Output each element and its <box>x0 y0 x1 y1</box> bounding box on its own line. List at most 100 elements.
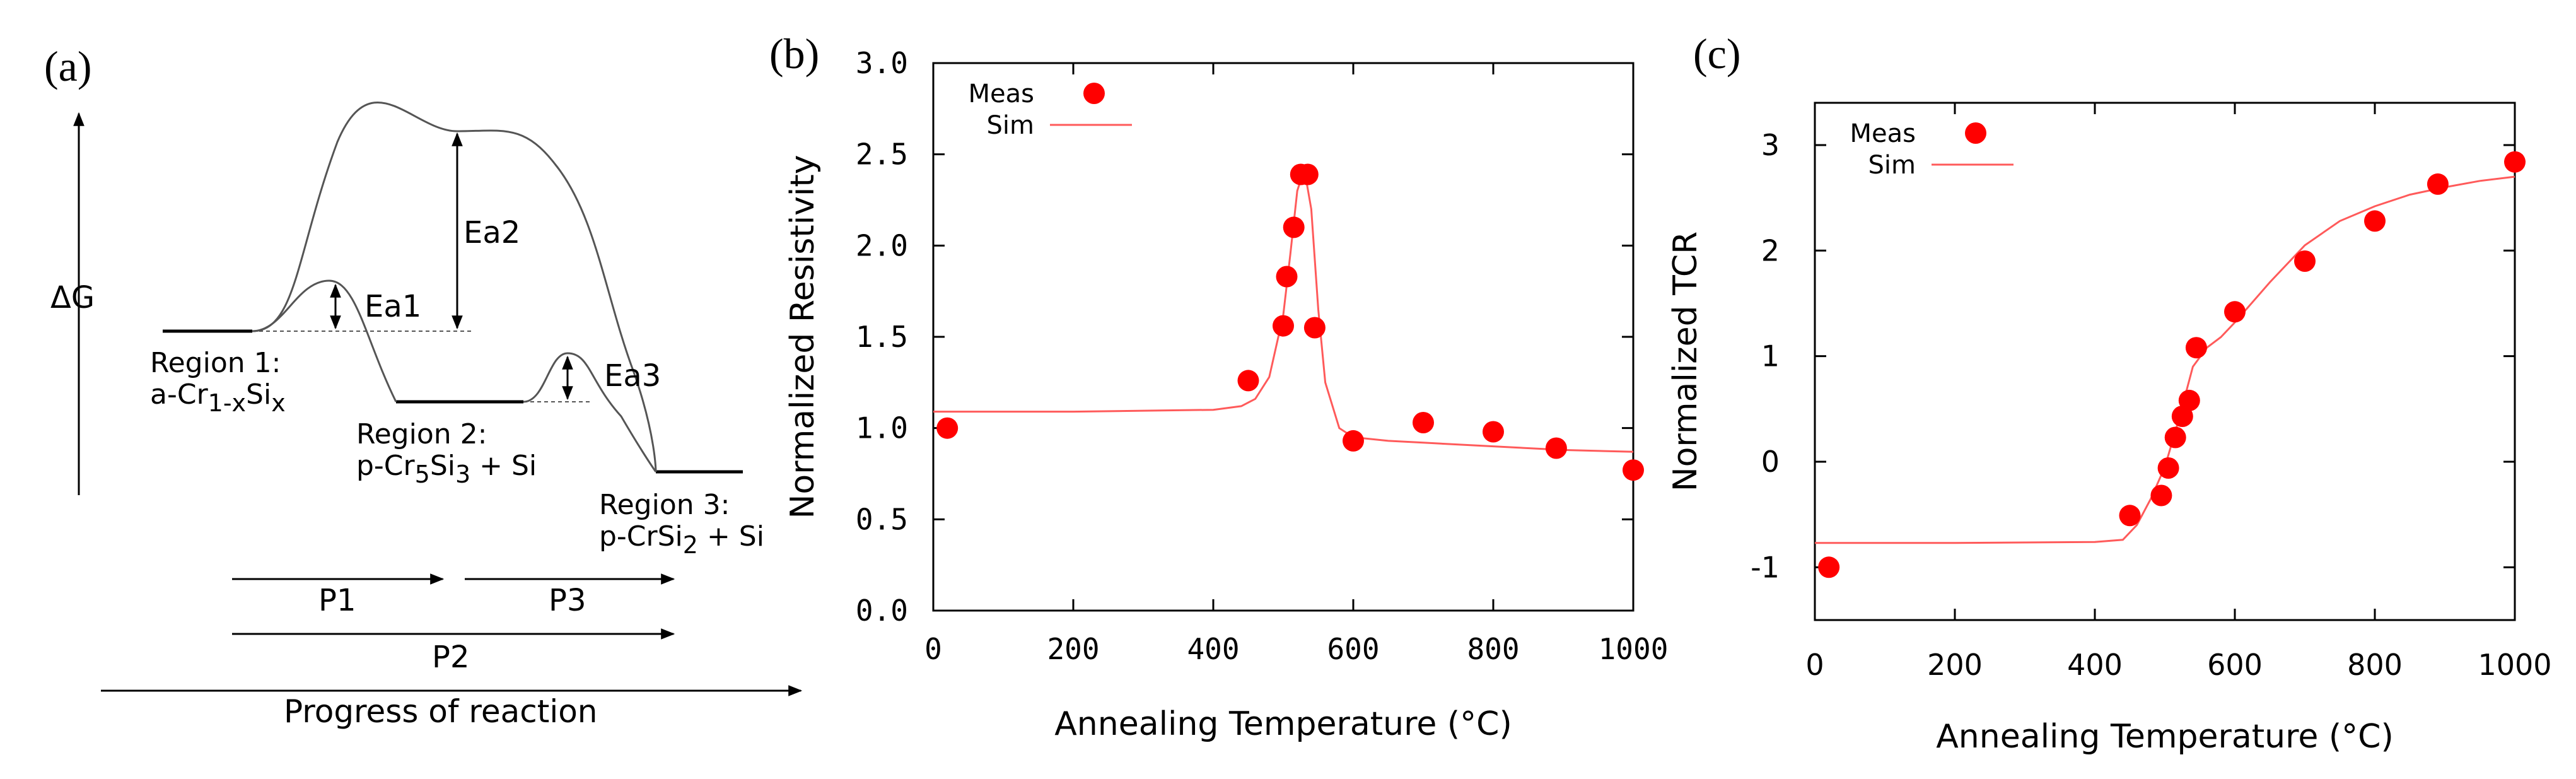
meas-point <box>1276 266 1298 288</box>
sim-curve <box>933 168 1634 453</box>
y-tick-label: 1 <box>1761 339 1780 373</box>
resistivity-legend: Meas Sim <box>969 79 1132 140</box>
meas-point <box>1273 315 1294 337</box>
meas-point <box>2504 151 2526 173</box>
meas-point <box>1237 370 1259 392</box>
ea2-label: Ea2 <box>463 215 520 250</box>
y-tick-label: 3.0 <box>856 46 908 80</box>
x-tick-label: 0 <box>924 632 942 666</box>
overall-reaction-curve <box>252 101 657 472</box>
x-tick-label: 1000 <box>2478 648 2551 682</box>
formula-text: a-Cr <box>150 378 209 411</box>
panel-c-label: (c) <box>1693 30 1740 78</box>
formula-subscript: 5 <box>415 460 430 488</box>
y-tick-label: 3 <box>1761 128 1780 162</box>
resistivity-chart: (b) 0 200 400 600 800 1000 0.0 0.5 1.0 1.5 2.0 2.5 3… <box>769 30 1668 743</box>
x-tick-label: 800 <box>1467 632 1519 666</box>
legend-meas-label: Meas <box>1850 119 1916 148</box>
x-tick-label: 400 <box>1187 632 1239 666</box>
formula-text: + Si <box>698 520 764 553</box>
meas-point <box>2364 210 2386 232</box>
legend-meas-marker <box>1965 122 1986 144</box>
region-2-to-3-curve <box>523 352 657 472</box>
legend-meas-marker <box>1083 83 1105 104</box>
meas-point <box>1303 317 1326 339</box>
meas-point <box>936 417 959 439</box>
formula-text: Si <box>246 378 271 411</box>
x-tick-label: 200 <box>1927 648 1983 682</box>
x-tick-label: 600 <box>2207 648 2263 682</box>
meas-point <box>2224 301 2246 323</box>
x-tick-label: 200 <box>1047 632 1099 666</box>
delta-g-axis-label: ΔG <box>50 280 95 315</box>
meas-point <box>1545 437 1567 459</box>
meas-point <box>2427 173 2449 195</box>
meas-point <box>1283 216 1305 238</box>
panel-b-label: (b) <box>769 30 819 78</box>
y-tick-label: 1.5 <box>856 320 908 354</box>
energy-diagram-panel: (a) ΔG Ea1 Ea2 Ea3 Region 1: a-Cr1-xSix … <box>44 42 803 730</box>
resistivity-sim-series <box>933 168 1634 453</box>
p3-label: P3 <box>549 583 586 618</box>
y-tick-label: -1 <box>1751 550 1780 584</box>
tcr-y-axis-label: Normalized TCR <box>1667 231 1705 492</box>
y-tick-label: 2.0 <box>856 228 908 262</box>
meas-point <box>1343 430 1364 452</box>
region-3-title: Region 3: <box>599 489 730 521</box>
x-tick-label: 800 <box>2347 648 2403 682</box>
region-2-formula: p-Cr5Si3 + Si <box>356 450 537 488</box>
formula-subscript: 3 <box>455 460 470 488</box>
y-tick-label: 0 <box>1761 445 1780 479</box>
meas-point <box>1297 163 1319 185</box>
meas-point <box>1623 459 1644 481</box>
resistivity-ticks: 0 200 400 600 800 1000 0.0 0.5 1.0 1.5 2.0 2.5 3.0 <box>856 46 1668 666</box>
x-tick-label: 0 <box>1805 648 1824 682</box>
tcr-meas-series <box>1818 151 2526 578</box>
tcr-plot-frame <box>1814 102 2516 621</box>
formula-subscript: 1-x <box>208 389 246 417</box>
meas-point <box>2157 457 2179 479</box>
resistivity-y-axis-label: Normalized Resistivity <box>784 155 822 518</box>
sim-curve <box>1815 175 2515 544</box>
tcr-ticks: 0 200 400 600 800 1000 -1 0 1 2 3 <box>1751 103 2552 682</box>
meas-point <box>2294 250 2316 272</box>
meas-point <box>2119 505 2141 527</box>
meas-point <box>2150 484 2172 507</box>
meas-point <box>1413 412 1434 433</box>
region-1-to-2-curve <box>252 279 397 402</box>
legend-meas-label: Meas <box>969 79 1034 108</box>
y-tick-label: 0.5 <box>856 502 908 536</box>
formula-text: Si <box>430 450 455 482</box>
x-tick-label: 600 <box>1327 632 1379 666</box>
tcr-x-axis-label: Annealing Temperature (°C) <box>1936 718 2394 756</box>
region-1-title: Region 1: <box>150 347 281 379</box>
resistivity-x-axis-label: Annealing Temperature (°C) <box>1054 705 1512 743</box>
p2-label: P2 <box>432 640 469 675</box>
region-3-formula: p-CrSi2 + Si <box>599 520 764 559</box>
x-tick-label: 400 <box>2067 648 2123 682</box>
region-1-formula: a-Cr1-xSix <box>150 378 286 417</box>
x-tick-label: 1000 <box>1599 632 1669 666</box>
region-2-title: Region 2: <box>356 418 487 450</box>
formula-subscript: 2 <box>683 531 698 559</box>
formula-text: p-Cr <box>356 450 416 482</box>
progress-axis-label: Progress of reaction <box>284 693 598 730</box>
y-tick-label: 1.0 <box>856 411 908 445</box>
formula-text: p-CrSi <box>599 520 683 553</box>
ea3-label: Ea3 <box>604 358 661 394</box>
legend-sim-label: Sim <box>987 111 1034 140</box>
resistivity-plot-frame <box>932 62 1635 612</box>
formula-text: + Si <box>470 450 537 482</box>
ea1-label: Ea1 <box>364 289 421 324</box>
y-tick-label: 0.0 <box>856 594 908 628</box>
resistivity-meas-series <box>936 163 1644 481</box>
y-tick-label: 2.5 <box>856 138 908 172</box>
tcr-chart: (c) 0 200 400 600 800 1000 -1 0 1 2 3 Meas Sim Anne… <box>1667 30 2552 756</box>
meas-point <box>2178 389 2200 411</box>
meas-point <box>1483 421 1504 443</box>
tcr-legend: Meas Sim <box>1850 119 2014 180</box>
meas-point <box>2185 337 2207 359</box>
meas-point <box>2164 426 2186 448</box>
tcr-sim-series <box>1815 175 2515 544</box>
